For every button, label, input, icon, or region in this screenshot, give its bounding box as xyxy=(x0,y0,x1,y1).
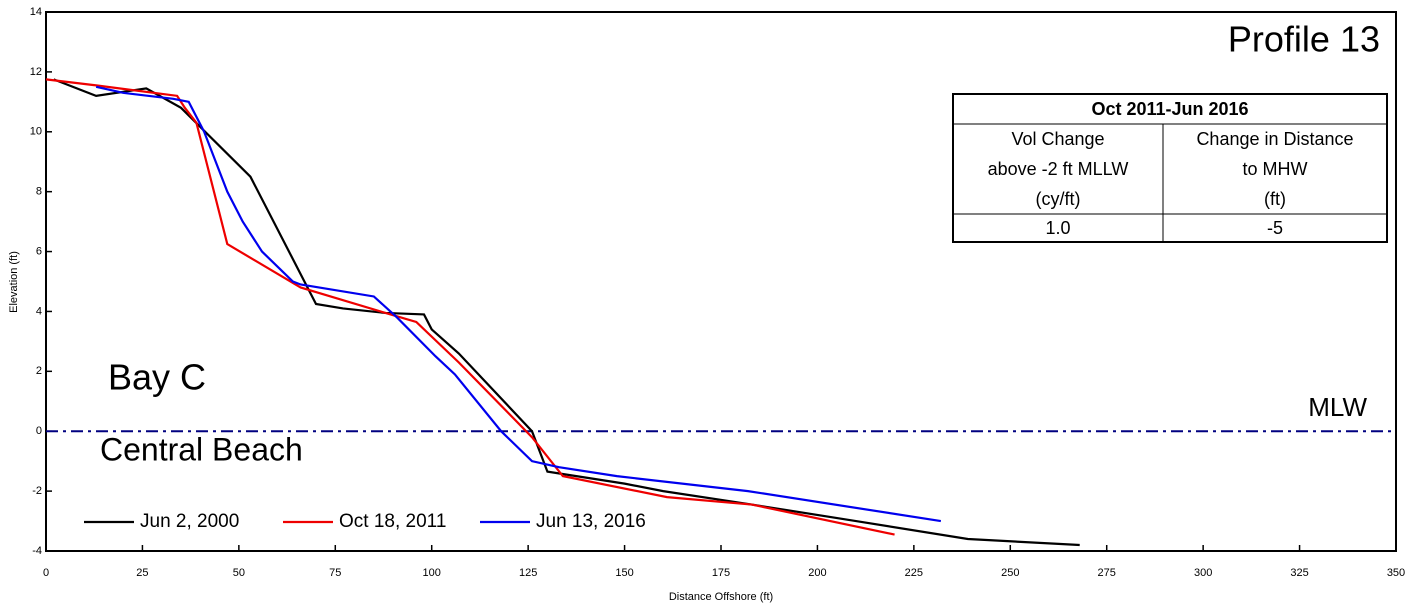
x-axis-title: Distance Offshore (ft) xyxy=(669,591,773,603)
x-tick-label: 325 xyxy=(1290,567,1308,579)
y-tick-label: 10 xyxy=(30,126,42,138)
x-tick-label: 0 xyxy=(43,567,49,579)
table-cell: 1.0 xyxy=(1045,218,1070,238)
reference-label: MLW xyxy=(1308,392,1367,422)
series-line xyxy=(53,78,1080,547)
y-tick-label: 4 xyxy=(36,305,42,317)
series-line xyxy=(95,85,942,523)
x-tick-label: 50 xyxy=(233,567,245,579)
table-cell: (cy/ft) xyxy=(1036,189,1081,209)
profile-label: Profile 13 xyxy=(1228,19,1380,60)
y-tick-label: -4 xyxy=(32,545,42,557)
y-tick-label: 0 xyxy=(36,425,42,437)
table-cell: -5 xyxy=(1267,218,1283,238)
x-tick-label: 275 xyxy=(1098,567,1116,579)
x-tick-label: 225 xyxy=(905,567,923,579)
x-tick-label: 175 xyxy=(712,567,730,579)
table-cell: Vol Change xyxy=(1011,129,1104,149)
y-tick-label: 6 xyxy=(36,245,42,257)
y-tick-label: 2 xyxy=(36,365,42,377)
x-tick-label: 100 xyxy=(423,567,441,579)
x-tick-label: 150 xyxy=(615,567,633,579)
table-cell: (ft) xyxy=(1264,189,1286,209)
legend-label: Jun 13, 2016 xyxy=(536,511,646,532)
legend-label: Jun 2, 2000 xyxy=(140,511,239,532)
x-tick-label: 200 xyxy=(808,567,826,579)
plot-frame xyxy=(45,11,1397,552)
beach-label: Central Beach xyxy=(100,431,303,467)
y-tick-label: -2 xyxy=(32,485,42,497)
y-tick-label: 14 xyxy=(30,6,42,18)
x-tick-label: 75 xyxy=(329,567,341,579)
y-axis-title: Elevation (ft) xyxy=(8,251,20,313)
table-title: Oct 2011-Jun 2016 xyxy=(1091,99,1248,119)
bay-label: Bay C xyxy=(108,357,206,398)
table-cell: above -2 ft MLLW xyxy=(988,159,1129,179)
x-tick-label: 125 xyxy=(519,567,537,579)
table-frame xyxy=(952,93,1388,243)
x-tick-label: 300 xyxy=(1194,567,1212,579)
x-tick-label: 250 xyxy=(1001,567,1019,579)
legend-label: Oct 18, 2011 xyxy=(339,511,446,532)
y-tick-label: 12 xyxy=(30,66,42,78)
x-tick-label: 25 xyxy=(136,567,148,579)
table-cell: to MHW xyxy=(1243,159,1308,179)
x-tick-label: 350 xyxy=(1387,567,1405,579)
y-tick-label: 8 xyxy=(36,186,42,198)
table-cell: Change in Distance xyxy=(1196,129,1353,149)
